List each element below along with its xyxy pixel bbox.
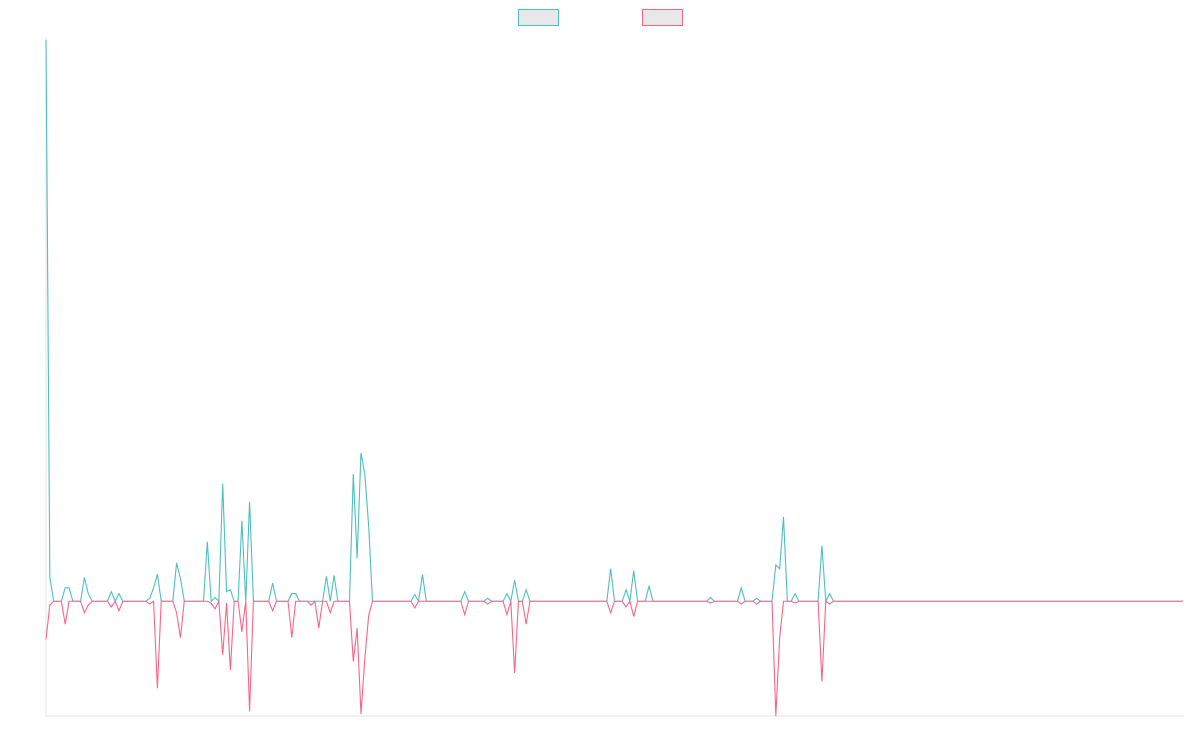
legend-swatch-2[interactable] [642,9,683,26]
legend-swatch-1[interactable] [518,9,559,26]
chart-axes [45,37,1183,717]
series-line-1 [45,39,1183,604]
series-line-2 [45,599,1183,717]
chart-legend[interactable] [518,9,683,26]
plot-area [45,39,1183,717]
